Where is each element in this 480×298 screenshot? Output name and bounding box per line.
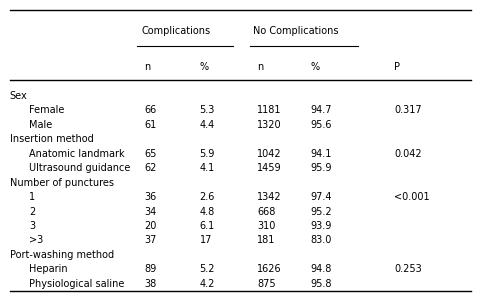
Text: 1: 1	[29, 192, 35, 202]
Text: 5.3: 5.3	[199, 105, 215, 115]
Text: Physiological saline: Physiological saline	[29, 279, 124, 289]
Text: 34: 34	[144, 207, 156, 217]
Text: 20: 20	[144, 221, 156, 231]
Text: 2.6: 2.6	[199, 192, 215, 202]
Text: 5.2: 5.2	[199, 264, 215, 274]
Text: 65: 65	[144, 149, 156, 159]
Text: 4.1: 4.1	[199, 163, 215, 173]
Text: Sex: Sex	[10, 91, 27, 101]
Text: 93.9: 93.9	[310, 221, 331, 231]
Text: 94.7: 94.7	[310, 105, 331, 115]
Text: Ultrasound guidance: Ultrasound guidance	[29, 163, 130, 173]
Text: 83.0: 83.0	[310, 235, 331, 246]
Text: 875: 875	[257, 279, 276, 289]
Text: 62: 62	[144, 163, 156, 173]
Text: 61: 61	[144, 120, 156, 130]
Text: Insertion method: Insertion method	[10, 134, 93, 144]
Text: 4.4: 4.4	[199, 120, 215, 130]
Text: 95.9: 95.9	[310, 163, 331, 173]
Text: Heparin: Heparin	[29, 264, 67, 274]
Text: 1459: 1459	[257, 163, 281, 173]
Text: 94.8: 94.8	[310, 264, 331, 274]
Text: 5.9: 5.9	[199, 149, 215, 159]
Text: 95.8: 95.8	[310, 279, 331, 289]
Text: 1626: 1626	[257, 264, 281, 274]
Text: n: n	[257, 62, 263, 72]
Text: 6.1: 6.1	[199, 221, 215, 231]
Text: %: %	[310, 62, 319, 72]
Text: <0.001: <0.001	[394, 192, 429, 202]
Text: 95.6: 95.6	[310, 120, 331, 130]
Text: 181: 181	[257, 235, 275, 246]
Text: 1042: 1042	[257, 149, 281, 159]
Text: 0.317: 0.317	[394, 105, 421, 115]
Text: 4.2: 4.2	[199, 279, 215, 289]
Text: Port-washing method: Port-washing method	[10, 250, 113, 260]
Text: Anatomic landmark: Anatomic landmark	[29, 149, 124, 159]
Text: 0.042: 0.042	[394, 149, 421, 159]
Text: Male: Male	[29, 120, 52, 130]
Text: >3: >3	[29, 235, 43, 246]
Text: 1181: 1181	[257, 105, 281, 115]
Text: 36: 36	[144, 192, 156, 202]
Text: Complications: Complications	[142, 26, 211, 36]
Text: 89: 89	[144, 264, 156, 274]
Text: 37: 37	[144, 235, 156, 246]
Text: P: P	[394, 62, 399, 72]
Text: 17: 17	[199, 235, 212, 246]
Text: Number of punctures: Number of punctures	[10, 178, 113, 188]
Text: 1342: 1342	[257, 192, 281, 202]
Text: 38: 38	[144, 279, 156, 289]
Text: 2: 2	[29, 207, 35, 217]
Text: 0.253: 0.253	[394, 264, 421, 274]
Text: 66: 66	[144, 105, 156, 115]
Text: 3: 3	[29, 221, 35, 231]
Text: 95.2: 95.2	[310, 207, 331, 217]
Text: 97.4: 97.4	[310, 192, 331, 202]
Text: %: %	[199, 62, 208, 72]
Text: n: n	[144, 62, 150, 72]
Text: 668: 668	[257, 207, 275, 217]
Text: Female: Female	[29, 105, 64, 115]
Text: 310: 310	[257, 221, 275, 231]
Text: 1320: 1320	[257, 120, 281, 130]
Text: 94.1: 94.1	[310, 149, 331, 159]
Text: 4.8: 4.8	[199, 207, 215, 217]
Text: No Complications: No Complications	[252, 26, 337, 36]
